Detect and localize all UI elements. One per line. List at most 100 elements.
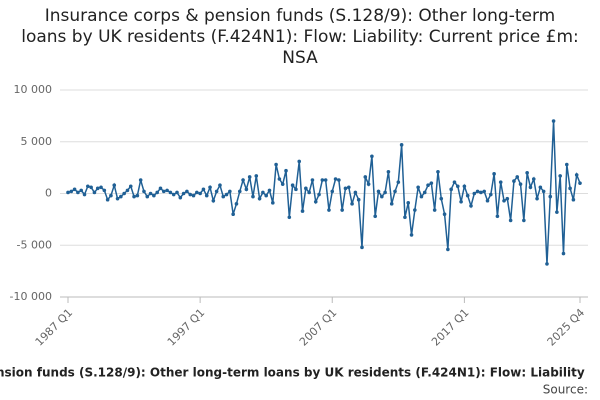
y-tick-label: 0 bbox=[45, 187, 52, 200]
data-point bbox=[459, 199, 463, 204]
data-point bbox=[403, 215, 407, 220]
data-point bbox=[452, 180, 457, 184]
data-point bbox=[188, 192, 193, 197]
x-tick-label: 2017 Q1 bbox=[429, 306, 472, 349]
data-point bbox=[363, 175, 368, 179]
footer-title: nsion funds (S.128/9): Other long-term l… bbox=[0, 366, 585, 380]
data-point bbox=[442, 212, 447, 216]
data-point bbox=[155, 190, 159, 195]
data-point bbox=[185, 189, 189, 194]
data-point bbox=[531, 177, 536, 181]
data-point bbox=[119, 194, 123, 199]
x-tick-label: 1997 Q1 bbox=[165, 306, 208, 349]
data-point bbox=[555, 210, 559, 214]
data-point bbox=[251, 194, 255, 199]
data-point bbox=[178, 195, 183, 200]
data-point bbox=[280, 182, 285, 186]
data-point bbox=[142, 189, 146, 194]
data-point bbox=[138, 178, 143, 182]
data-point bbox=[105, 197, 110, 202]
data-point bbox=[455, 184, 460, 189]
y-tick-label: -5 000 bbox=[17, 238, 52, 251]
data-point bbox=[330, 189, 335, 194]
data-point bbox=[502, 198, 506, 203]
data-point bbox=[327, 208, 331, 212]
data-point bbox=[492, 172, 496, 176]
data-point bbox=[323, 178, 328, 182]
source: Source: bbox=[543, 383, 588, 397]
data-point bbox=[287, 215, 292, 220]
data-point bbox=[353, 190, 358, 195]
data-point bbox=[152, 193, 156, 198]
data-point bbox=[122, 191, 126, 196]
data-point bbox=[231, 212, 235, 216]
data-point bbox=[373, 214, 378, 219]
data-point bbox=[485, 198, 490, 203]
data-point bbox=[267, 188, 272, 193]
data-point bbox=[191, 193, 196, 198]
data-point bbox=[198, 191, 202, 196]
data-point bbox=[264, 193, 268, 198]
data-point bbox=[79, 188, 84, 193]
data-point bbox=[234, 202, 239, 206]
data-point bbox=[92, 190, 97, 195]
data-point bbox=[69, 189, 74, 194]
data-point bbox=[343, 186, 348, 191]
data-point bbox=[237, 189, 242, 194]
data-point bbox=[337, 178, 341, 182]
data-point bbox=[356, 197, 361, 202]
data-point bbox=[66, 190, 70, 195]
data-point bbox=[214, 189, 219, 194]
data-point bbox=[571, 197, 576, 202]
data-point bbox=[568, 186, 572, 191]
data-point bbox=[161, 189, 166, 194]
data-point bbox=[346, 185, 351, 190]
data-point bbox=[561, 251, 566, 256]
data-point bbox=[432, 208, 437, 212]
y-tick-label: 5 000 bbox=[21, 135, 53, 148]
y-tick-label: 10 000 bbox=[14, 83, 53, 96]
data-point bbox=[313, 199, 318, 204]
data-point bbox=[518, 182, 523, 186]
data-point bbox=[564, 162, 569, 167]
data-point bbox=[284, 168, 288, 173]
data-point bbox=[135, 193, 140, 198]
data-point bbox=[181, 191, 186, 196]
data-point bbox=[304, 186, 308, 191]
data-point bbox=[300, 209, 305, 213]
data-point bbox=[317, 192, 321, 197]
data-point bbox=[525, 171, 529, 175]
data-point bbox=[254, 174, 259, 178]
data-point bbox=[446, 247, 450, 252]
data-point bbox=[389, 202, 394, 206]
data-point bbox=[429, 181, 434, 185]
data-point bbox=[522, 218, 526, 223]
data-point bbox=[340, 208, 344, 212]
data-point bbox=[558, 174, 562, 178]
data-point bbox=[426, 183, 430, 188]
data-point bbox=[422, 190, 427, 195]
data-point bbox=[406, 201, 411, 205]
data-point bbox=[294, 187, 298, 192]
data-point bbox=[545, 262, 549, 266]
data-point bbox=[538, 185, 543, 190]
data-point bbox=[320, 178, 325, 182]
data-point bbox=[132, 194, 136, 199]
data-point bbox=[436, 169, 440, 174]
data-point bbox=[350, 202, 354, 206]
data-point bbox=[76, 190, 80, 195]
data-point bbox=[366, 182, 371, 186]
data-point bbox=[307, 190, 311, 195]
data-point bbox=[508, 218, 513, 223]
data-point bbox=[247, 175, 252, 179]
data-point bbox=[396, 180, 401, 184]
data-point bbox=[512, 179, 516, 183]
data-point bbox=[505, 196, 510, 201]
data-point bbox=[171, 192, 176, 197]
data-point bbox=[416, 185, 420, 190]
data-point bbox=[125, 188, 130, 193]
data-point bbox=[102, 188, 107, 193]
data-point bbox=[145, 194, 150, 199]
